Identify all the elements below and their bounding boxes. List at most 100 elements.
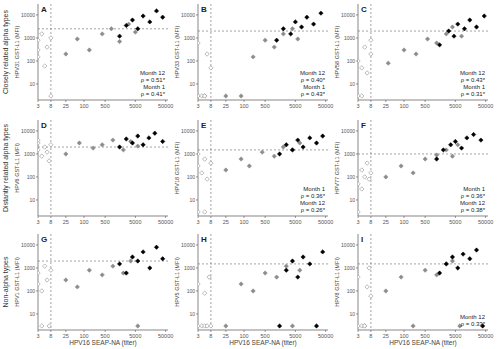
point [365, 161, 369, 165]
point [203, 94, 207, 98]
y-cutoff-line [358, 153, 488, 154]
point [293, 20, 297, 24]
y-tick-label: 1000 [344, 35, 355, 41]
y-tick-label: 10000 [21, 128, 35, 134]
x-cutoff-line [370, 234, 371, 330]
y-axis [358, 234, 359, 330]
panel: 101001000100003825100500500050000HPV18 G… [174, 120, 333, 225]
panel-letter: I [361, 235, 363, 244]
point [117, 262, 121, 266]
point [360, 94, 364, 98]
x-cutoff-line [50, 4, 51, 100]
point [314, 141, 318, 145]
point [471, 132, 475, 136]
point [446, 29, 450, 33]
x-axis-label: HPV16 SEAP-NA (titer) [229, 339, 297, 347]
panel-letter: F [361, 121, 366, 130]
y-axis-label: HPV31 GST-L1 (MFI) [14, 26, 20, 79]
panel-letter: H [201, 235, 207, 244]
point [40, 324, 44, 328]
point [274, 38, 278, 42]
y-tick-label: 1000 [344, 151, 355, 157]
figure: Closely related alpha typesDistantly rel… [0, 0, 500, 349]
point [284, 143, 288, 147]
panel: 101001000100003825100500500050000HPV31 G… [14, 4, 173, 109]
point [130, 255, 134, 259]
point [160, 139, 164, 143]
point [203, 157, 207, 161]
point [109, 27, 113, 31]
x-tick-label: 50000 [318, 333, 333, 339]
panel-letter: C [361, 5, 367, 14]
y-tick-label: 1000 [344, 265, 355, 271]
y-axis-label: HPV18 GST-L1 (MFI) [174, 142, 180, 195]
point [239, 282, 243, 286]
point [198, 164, 200, 168]
point [64, 278, 68, 282]
y-cutoff-line [38, 28, 168, 29]
point [111, 264, 115, 268]
point [141, 250, 145, 254]
point [147, 136, 151, 140]
x-tick-label: 50000 [158, 333, 173, 339]
point [450, 154, 454, 158]
x-tick-label: 25 [223, 103, 229, 109]
x-tick-label: 50000 [158, 219, 173, 225]
point [274, 275, 278, 279]
annotation: ρ = 0.36* [461, 193, 486, 199]
point [301, 145, 305, 149]
point [154, 245, 158, 249]
y-tick-label: 1000 [24, 151, 35, 157]
point [399, 164, 403, 168]
point [203, 94, 207, 98]
point [450, 255, 454, 259]
point [117, 39, 121, 43]
y-axis-label: HPV8 GST-L1 (MFI) [334, 257, 340, 307]
panel: 101001000100003825100500500050000HPV58 G… [334, 4, 493, 109]
point [251, 289, 255, 293]
point [284, 268, 288, 272]
x-tick-label: 5000 [129, 103, 141, 109]
point [425, 37, 429, 41]
row-label: Closely related alpha types [2, 9, 10, 94]
panel: 101001000100003825100500500050000HPV77 G… [334, 120, 493, 225]
x-tick-label: 100 [399, 219, 408, 225]
x-tick-label: 25 [63, 219, 69, 225]
x-tick-label: 8 [209, 219, 212, 225]
x-tick-label: 3 [356, 333, 359, 339]
point [474, 248, 478, 252]
point [198, 210, 200, 214]
point [369, 294, 373, 298]
y-tick-label: 10000 [341, 12, 355, 18]
point [136, 27, 140, 31]
point [402, 48, 406, 52]
point [100, 32, 104, 36]
x-axis [198, 330, 328, 331]
annotation: Month 12 [140, 70, 166, 76]
y-tick-label: 10000 [341, 128, 355, 134]
point [358, 182, 360, 186]
point [224, 94, 228, 98]
x-axis [358, 100, 488, 101]
point [411, 171, 415, 175]
x-tick-label: 50000 [478, 333, 493, 339]
point [117, 34, 121, 38]
x-tick-label: 25 [223, 219, 229, 225]
y-cutoff-line [38, 261, 168, 262]
point [130, 141, 134, 145]
point [399, 275, 403, 279]
point [319, 11, 323, 15]
point [479, 138, 483, 142]
y-cutoff-line [198, 149, 328, 150]
point [203, 210, 207, 214]
point [43, 264, 47, 268]
y-tick-label: 10 [189, 197, 195, 203]
annotation: Month 12 [300, 70, 326, 76]
x-tick-label: 8 [49, 333, 52, 339]
x-axis-label: HPV16 SEAP-NA (titer) [69, 339, 137, 347]
x-tick-label: 25 [223, 333, 229, 339]
point [49, 94, 53, 98]
x-tick-label: 25 [63, 103, 69, 109]
point [128, 259, 132, 263]
point [474, 25, 478, 29]
